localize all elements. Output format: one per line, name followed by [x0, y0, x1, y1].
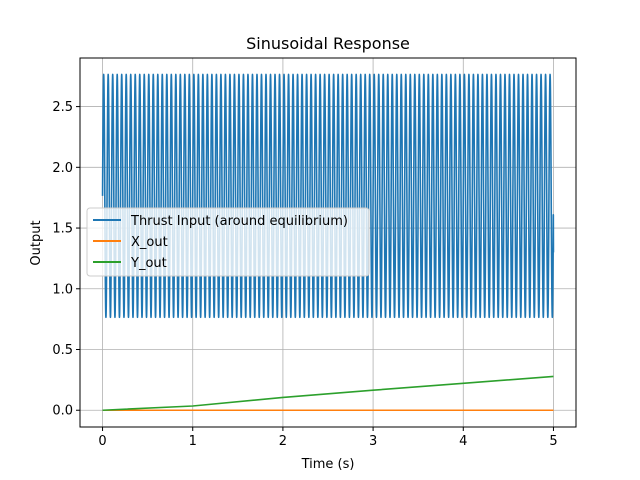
series-line-thrust-input-around-equilibrium — [101, 73, 555, 319]
chart-title: Sinusoidal Response — [246, 34, 410, 53]
x-tick-label: 3 — [369, 434, 377, 449]
y-tick-label: 2.0 — [52, 161, 73, 176]
x-tick-label: 4 — [459, 434, 467, 449]
x-tick-label: 0 — [98, 434, 106, 449]
y-axis-label: Output — [29, 220, 44, 265]
x-tick-label: 2 — [279, 434, 287, 449]
series-line-y-out — [102, 375, 554, 412]
y-tick-label: 1.0 — [52, 282, 73, 297]
plot-series — [101, 73, 555, 412]
x-axis-label: Time (s) — [301, 457, 355, 472]
y-axis: 0.0 0.5 1.0 1.5 2.0 2.5 — [52, 100, 80, 419]
legend-label-y-out: Y_out — [130, 256, 167, 271]
legend: Thrust Input (around equilibrium) X_out … — [86, 207, 370, 277]
legend-label-thrust-input: Thrust Input (around equilibrium) — [130, 214, 348, 229]
legend-label-x-out: X_out — [131, 235, 168, 250]
y-tick-label: 0.5 — [52, 343, 73, 358]
y-tick-label: 0.0 — [52, 404, 73, 419]
plot-frame — [79, 57, 577, 428]
x-tick-label: 5 — [549, 434, 557, 449]
legend-frame — [86, 207, 370, 277]
y-tick-label: 2.5 — [52, 100, 73, 115]
x-axis: 0 1 2 3 4 5 — [98, 427, 558, 449]
x-tick-label: 1 — [189, 434, 197, 449]
y-tick-label: 1.5 — [52, 222, 73, 237]
